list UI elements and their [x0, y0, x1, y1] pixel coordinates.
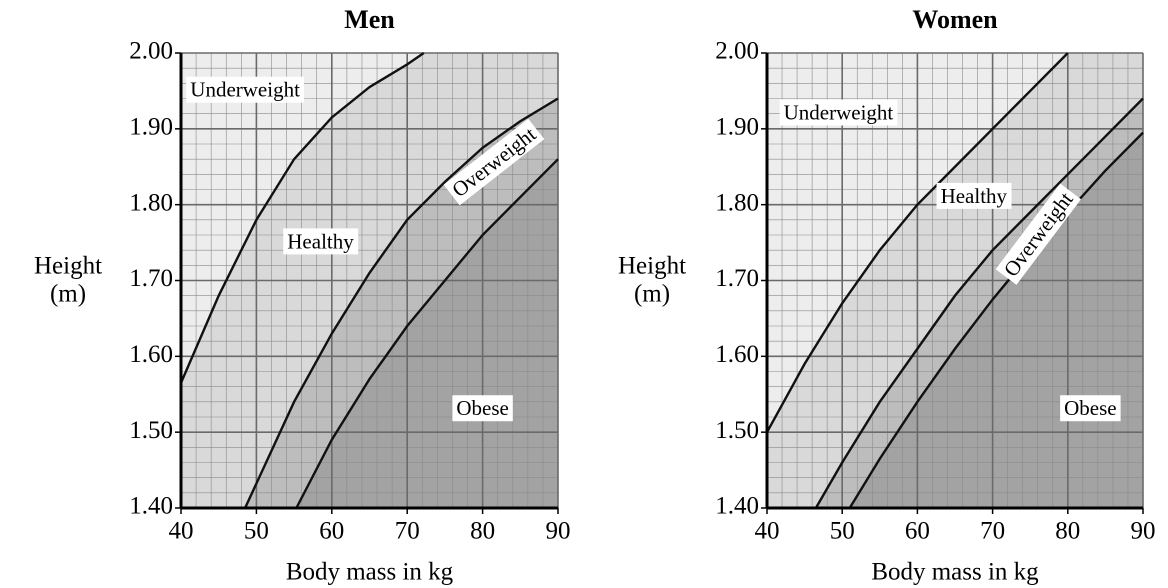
x-tick-label: 60	[905, 518, 930, 545]
boundary-line	[179, 52, 425, 384]
region-label: Obese	[1060, 395, 1121, 422]
x-tick-label: 90	[546, 518, 571, 545]
x-tick-label: 50	[830, 518, 855, 545]
label-box	[1060, 395, 1121, 422]
boundary-line	[814, 97, 1144, 509]
y-tick-label: 2.00	[129, 38, 173, 65]
region-label-text: Healthy	[941, 184, 1008, 208]
y-axis-label: Height	[34, 253, 102, 280]
panel: 40 50 60 70 80 90 1.40 1.50 1.60 1.70 1.80 1.90 2.00…	[618, 5, 1156, 586]
chart-title: Women	[912, 5, 998, 34]
y-axis-label: Height	[618, 253, 686, 280]
region-label: Healthy	[936, 182, 1012, 209]
y-tick-label: 1.60	[129, 341, 173, 368]
boundary-line	[765, 52, 1069, 433]
y-tick-label: 1.80	[715, 189, 759, 216]
region-label-text: Underweight	[190, 78, 300, 102]
x-axis-label: Body mass in kg	[286, 559, 454, 586]
x-axis-label: Body mass in kg	[871, 559, 1039, 586]
boundary-line	[848, 131, 1144, 509]
region	[767, 53, 1143, 508]
y-tick-label: 1.40	[715, 493, 759, 520]
y-tick-label: 1.70	[129, 265, 173, 292]
chart-title: Men	[344, 5, 395, 34]
label-box	[186, 76, 305, 103]
boundary-line	[295, 158, 559, 509]
panel: 40 50 60 70 80 90 1.40 1.50 1.60 1.70 1.80 1.90 2.00…	[34, 5, 571, 586]
label-box	[283, 228, 359, 255]
region-label-text: Obese	[456, 396, 508, 420]
label-box	[452, 395, 513, 422]
x-tick-label: 40	[169, 518, 194, 545]
y-tick-label: 2.00	[715, 38, 759, 65]
x-tick-label: 70	[395, 518, 420, 545]
y-tick-label: 1.60	[715, 341, 759, 368]
x-tick-label: 50	[244, 518, 269, 545]
region-label: Obese	[452, 395, 513, 422]
region	[181, 53, 558, 508]
x-tick-label: 40	[755, 518, 780, 545]
y-axis-label: (m)	[50, 281, 86, 308]
region-label: Underweight	[186, 76, 305, 103]
y-tick-label: 1.70	[715, 265, 759, 292]
label-box	[936, 182, 1012, 209]
x-tick-label: 80	[1055, 518, 1080, 545]
y-tick-label: 1.80	[129, 189, 173, 216]
y-tick-label: 1.90	[129, 114, 173, 141]
y-tick-label: 1.40	[129, 493, 173, 520]
y-tick-label: 1.90	[715, 114, 759, 141]
label-box	[995, 183, 1081, 285]
region-label-text: Obese	[1064, 396, 1116, 420]
y-tick-label: 1.50	[715, 417, 759, 444]
label-box	[443, 118, 545, 206]
region-label-text: Underweight	[784, 100, 894, 124]
region-label-text: Healthy	[287, 229, 354, 253]
region-label: Underweight	[779, 99, 898, 126]
x-tick-label: 70	[980, 518, 1005, 545]
region-label: Healthy	[283, 228, 359, 255]
boundary-line	[244, 97, 559, 509]
y-axis-label: (m)	[634, 281, 670, 308]
label-box	[779, 99, 898, 126]
x-tick-label: 90	[1131, 518, 1156, 545]
x-tick-label: 60	[319, 518, 344, 545]
x-tick-label: 80	[470, 518, 495, 545]
y-tick-label: 1.50	[129, 417, 173, 444]
